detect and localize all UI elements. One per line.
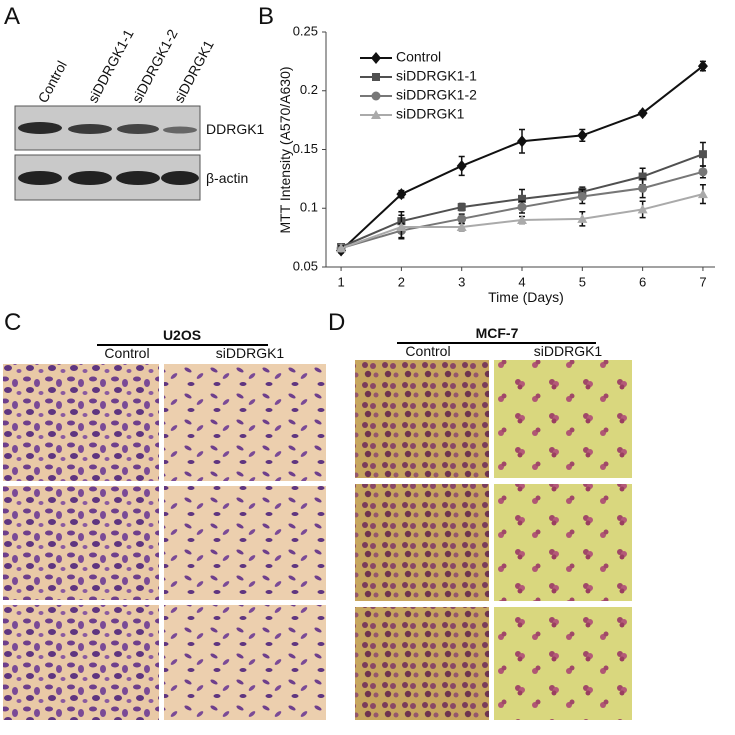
marker (456, 222, 467, 232)
legend-label: siDDRGK1-1 (396, 68, 477, 84)
band (117, 124, 159, 134)
legend-label: siDDRGK1 (396, 106, 465, 122)
band (161, 171, 199, 185)
x-tick-label: 7 (699, 274, 706, 289)
cell-line: MCF-7 (476, 325, 519, 341)
marker (637, 107, 648, 120)
marker (637, 204, 648, 214)
micrograph (164, 605, 326, 720)
micrograph (355, 484, 489, 601)
panel-letter: D (328, 309, 345, 336)
micrograph (3, 364, 159, 481)
marker (457, 203, 466, 212)
x-axis-label: Time (Days) (488, 289, 564, 305)
marker (457, 214, 467, 224)
legend-label: siDDRGK1-2 (396, 87, 477, 103)
micrograph (355, 360, 489, 478)
legend-label: Control (396, 49, 441, 65)
marker (638, 172, 647, 181)
marker (396, 222, 407, 232)
x-tick-label: 4 (518, 274, 525, 289)
y-tick-label: 0.05 (293, 258, 318, 273)
marker (697, 60, 708, 73)
x-tick-label: 3 (458, 274, 465, 289)
row-label: DDRGK1 (206, 121, 265, 137)
column-label: siDDRGK1 (534, 343, 603, 359)
marker (336, 243, 347, 253)
line-chart: 0.05 0.1 0.15 0.2 0.25 1 2 3 4 5 6 7 Control siDDRGK1… (293, 23, 715, 289)
y-tick-label: 0.1 (300, 200, 318, 215)
y-tick-label: 0.15 (293, 141, 318, 156)
marker (372, 73, 380, 81)
marker (577, 213, 588, 223)
marker (698, 167, 708, 177)
panel-letter: C (4, 309, 21, 336)
marker (697, 189, 708, 199)
panel-letter: B (258, 3, 274, 30)
marker (577, 192, 587, 201)
band (68, 171, 112, 185)
micrograph (3, 605, 159, 720)
lane-label: siDDRGK1-1 (85, 26, 137, 105)
marker (517, 202, 527, 212)
band (116, 171, 160, 185)
y-axis-label: MTT Intensity (A570/A630) (277, 66, 293, 233)
y-tick-label: 0.25 (293, 23, 318, 38)
x-tick-label: 1 (337, 274, 344, 289)
micrograph (494, 484, 632, 601)
marker (456, 159, 467, 172)
marker (396, 188, 407, 201)
marker (517, 135, 528, 148)
micrograph (494, 607, 632, 720)
marker (518, 194, 527, 203)
marker (371, 91, 381, 101)
column-label: siDDRGK1 (216, 345, 285, 361)
micrograph (494, 360, 632, 478)
band (163, 126, 197, 134)
micrograph (355, 607, 489, 720)
column-label: Control (405, 343, 450, 359)
micrograph (164, 486, 326, 600)
band (18, 171, 62, 185)
x-tick-label: 5 (579, 274, 586, 289)
x-tick-label: 6 (639, 274, 646, 289)
marker (371, 110, 381, 119)
marker (698, 150, 707, 159)
lane-label: Control (35, 58, 70, 105)
row-label: β-actin (206, 170, 248, 186)
panel-letter: A (4, 3, 20, 30)
marker (638, 183, 648, 193)
y-tick-label: 0.2 (300, 82, 318, 97)
cell-line: U2OS (163, 327, 201, 343)
lane-label: siDDRGK1 (171, 37, 217, 105)
micrograph (164, 364, 326, 481)
column-label: Control (104, 345, 149, 361)
band (68, 124, 112, 134)
marker (517, 215, 528, 224)
band (18, 122, 62, 134)
x-tick-label: 2 (398, 274, 405, 289)
micrograph (3, 486, 159, 600)
marker (577, 129, 588, 142)
marker (371, 52, 381, 64)
